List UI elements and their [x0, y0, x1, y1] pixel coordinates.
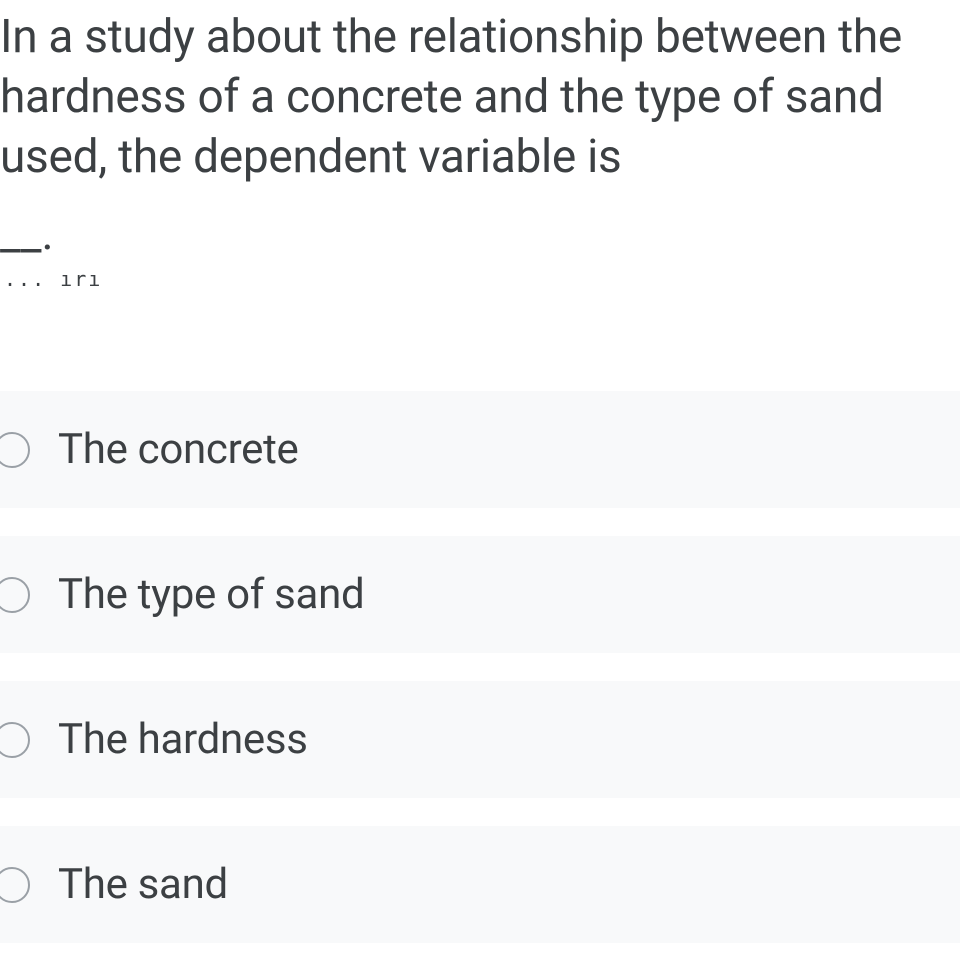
question-container: In a study about the relationship betwee…: [0, 0, 960, 291]
radio-icon: [0, 722, 30, 758]
radio-icon: [0, 867, 30, 903]
options-container: The concrete The type of sand The hardne…: [0, 391, 960, 943]
question-artifact: ... ırı: [0, 267, 960, 291]
question-blank: __.: [0, 207, 960, 261]
option-0[interactable]: The concrete: [0, 391, 960, 508]
option-1[interactable]: The type of sand: [0, 536, 960, 653]
radio-icon: [0, 432, 30, 468]
option-label: The concrete: [58, 425, 299, 474]
option-2[interactable]: The hardness: [0, 681, 960, 798]
option-label: The type of sand: [58, 570, 364, 619]
radio-icon: [0, 577, 30, 613]
option-3[interactable]: The sand: [0, 826, 960, 943]
question-text: In a study about the relationship betwee…: [0, 0, 960, 187]
option-label: The sand: [58, 860, 228, 909]
option-label: The hardness: [58, 715, 308, 764]
